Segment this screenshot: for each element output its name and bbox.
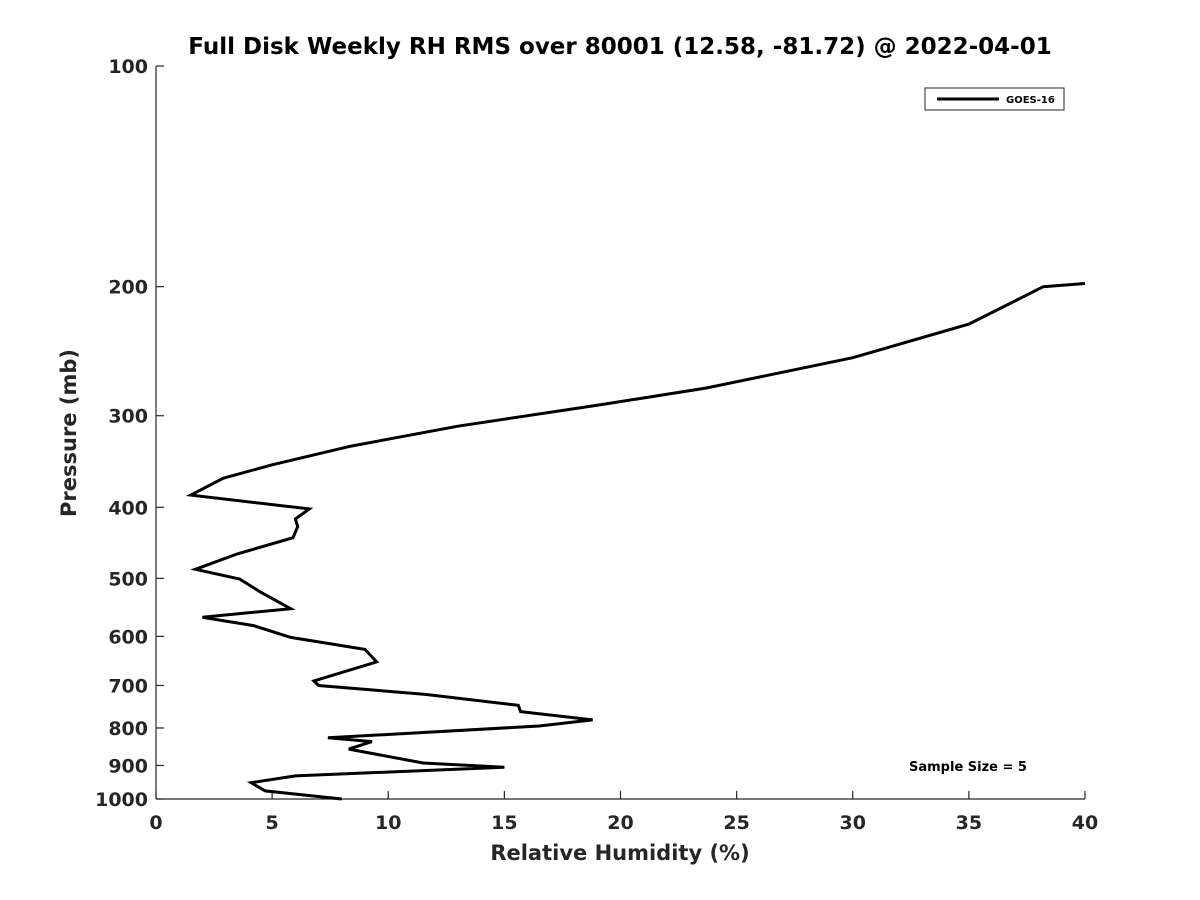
x-tick-label: 0 [149, 812, 162, 834]
x-tick-label: 10 [375, 812, 401, 834]
y-tick-label: 700 [108, 675, 148, 697]
legend-label: GOES-16 [1006, 95, 1055, 106]
y-tick-label: 900 [108, 755, 148, 777]
x-axis-label: Relative Humidity (%) [490, 841, 749, 865]
x-tick-label: 20 [607, 812, 633, 834]
x-tick-label: 35 [956, 812, 982, 834]
sample-size-annotation: Sample Size = 5 [909, 760, 1027, 775]
x-tick-label: 30 [840, 812, 866, 834]
chart-title: Full Disk Weekly RH RMS over 80001 (12.5… [188, 34, 1051, 60]
x-tick-label: 5 [266, 812, 279, 834]
x-tick-label: 15 [491, 812, 517, 834]
series-line [185, 282, 1086, 801]
x-tick-label: 40 [1072, 812, 1098, 834]
y-tick-label: 200 [108, 277, 148, 299]
y-tick-label: 300 [108, 406, 148, 428]
y-tick-label: 600 [108, 626, 148, 648]
y-axis-label: Pressure (mb) [57, 349, 81, 517]
y-tick-label: 1000 [95, 789, 148, 811]
plot-area: 0 5 10 15 20 25 30 35 40 100 200 300 400 500 600 700 800… [95, 56, 1098, 834]
y-tick-label: 100 [108, 56, 148, 78]
y-tick-label: 500 [108, 568, 148, 590]
x-tick-label: 25 [723, 812, 749, 834]
legend: GOES-16 [924, 87, 1065, 111]
y-tick-label: 800 [108, 718, 148, 740]
y-tick-label: 400 [108, 497, 148, 519]
